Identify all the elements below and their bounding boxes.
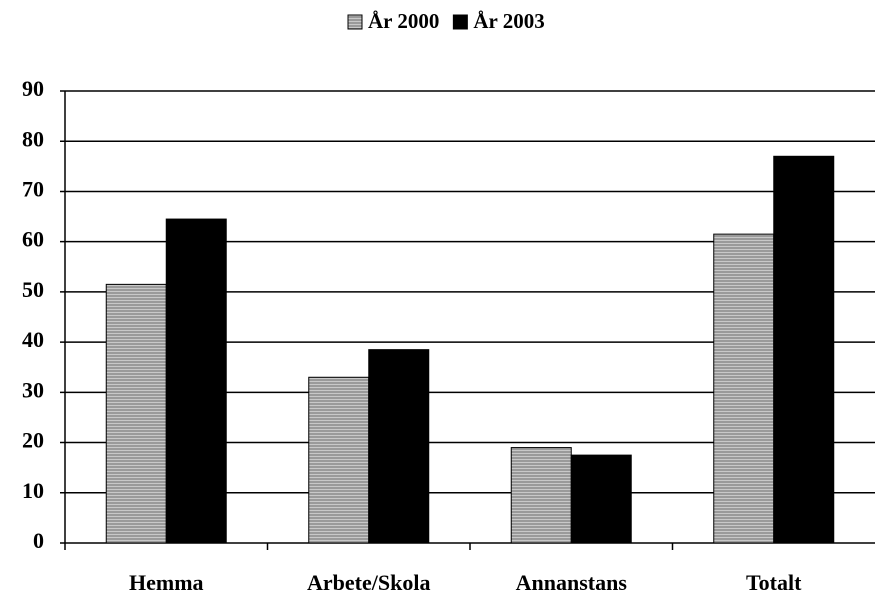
y-tick-label: 0 bbox=[33, 528, 44, 553]
bar bbox=[713, 233, 775, 544]
bar bbox=[105, 283, 167, 544]
y-tick-label: 20 bbox=[22, 428, 44, 453]
y-tick-label: 90 bbox=[22, 76, 44, 101]
x-tick-label: Annanstans bbox=[516, 570, 628, 595]
legend-label: År 2003 bbox=[473, 9, 544, 33]
bar bbox=[773, 155, 835, 544]
bar bbox=[570, 454, 632, 544]
x-tick-label: Hemma bbox=[129, 570, 204, 595]
x-tick-label: Totalt bbox=[746, 570, 802, 595]
y-tick-label: 80 bbox=[22, 126, 44, 151]
legend-label: År 2000 bbox=[368, 9, 439, 33]
y-tick-label: 10 bbox=[22, 478, 44, 503]
legend-swatch bbox=[452, 14, 468, 30]
y-tick-label: 70 bbox=[22, 176, 44, 201]
bar bbox=[510, 447, 572, 544]
legend-swatch bbox=[347, 14, 363, 30]
bar bbox=[368, 349, 430, 544]
y-tick-label: 30 bbox=[22, 377, 44, 402]
y-tick-label: 60 bbox=[22, 227, 44, 252]
y-tick-label: 40 bbox=[22, 327, 44, 352]
bar bbox=[308, 376, 370, 544]
y-tick-label: 50 bbox=[22, 277, 44, 302]
bar bbox=[165, 218, 227, 544]
x-tick-label: Arbete/Skola bbox=[307, 570, 430, 595]
